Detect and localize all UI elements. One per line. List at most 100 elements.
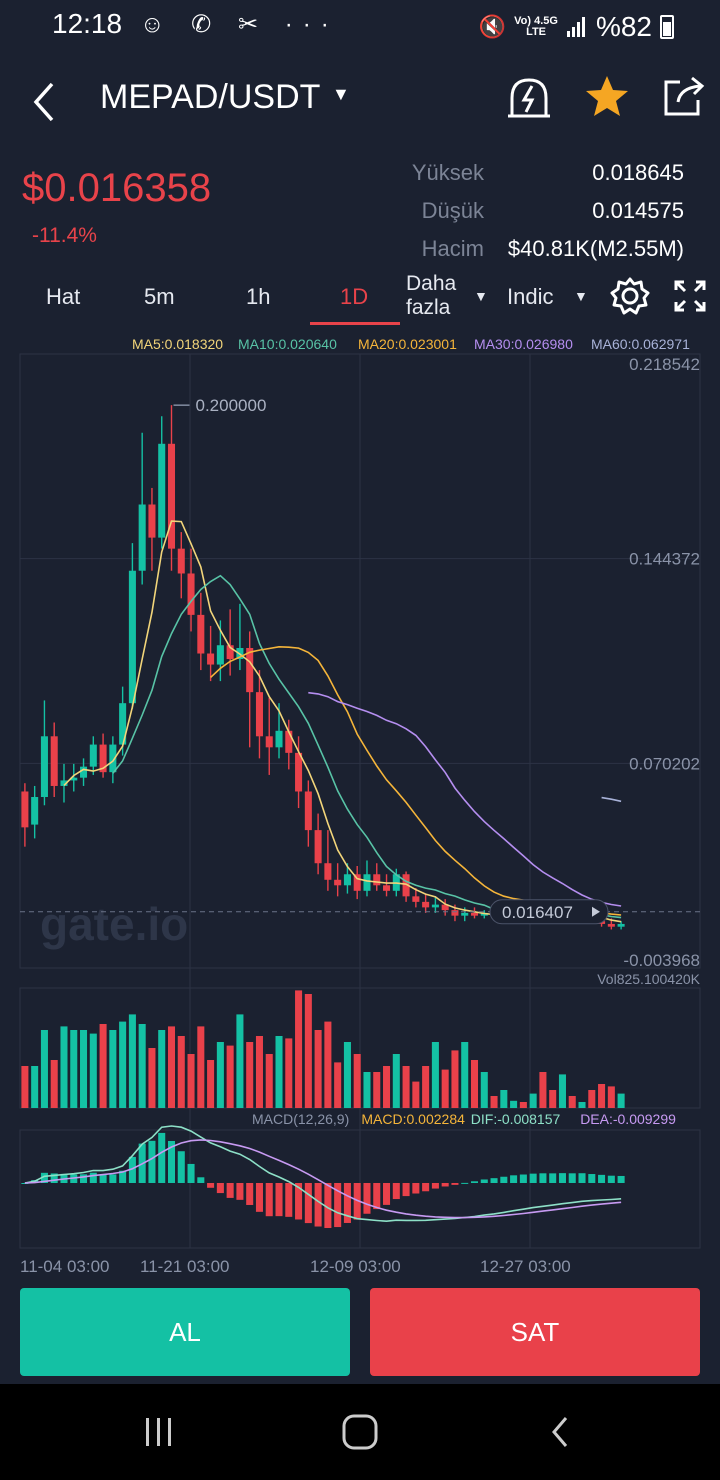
buy-button[interactable]: AL [20, 1288, 350, 1376]
macd-histogram-bar [275, 1183, 283, 1217]
macd-histogram-bar [451, 1183, 459, 1185]
recent-apps-icon[interactable] [134, 1412, 184, 1452]
system-nav-bar [0, 1384, 720, 1480]
candle-body [373, 874, 381, 886]
volume-bar [607, 1086, 615, 1108]
ma-legend-ma60: MA60:0.062971 [591, 336, 690, 352]
volume-bar [89, 1033, 97, 1108]
gateio-watermark: gate.io [40, 898, 188, 950]
volume-bar [50, 1060, 58, 1108]
candle-body [99, 744, 107, 773]
volume-bar [558, 1074, 566, 1108]
volume-bar [578, 1102, 586, 1108]
volume-bar [461, 1042, 469, 1108]
share-icon[interactable] [658, 72, 708, 122]
fullscreen-icon[interactable] [672, 278, 708, 314]
current-price-tag [489, 899, 609, 925]
macd-histogram-bar [617, 1175, 625, 1183]
volume-bar [431, 1042, 439, 1108]
volume-bar [295, 990, 303, 1108]
candle-body [128, 570, 136, 704]
sell-button[interactable]: SAT [370, 1288, 700, 1376]
candle-body [148, 504, 156, 538]
macd-histogram-bar [558, 1173, 566, 1183]
candle-body [304, 791, 312, 831]
candle-body [167, 443, 176, 549]
pair-title[interactable]: MEPAD/USDT [100, 78, 321, 116]
macd-histogram-bar [490, 1178, 498, 1183]
candle-body [70, 777, 78, 781]
tab-1h[interactable]: 1h [246, 284, 271, 309]
y-axis-tick-label: 0.070202 [629, 754, 700, 773]
candle-body [363, 874, 371, 891]
low-value: 0.014575 [592, 198, 684, 223]
candle-body [431, 904, 439, 908]
volume-legend: Vol825.100420K [597, 971, 700, 987]
volume-bar [412, 1081, 420, 1108]
candle-body [402, 874, 410, 897]
candle-body [207, 653, 215, 665]
volume-value: $40.81K(M2.55M) [507, 236, 684, 261]
volume-bar [343, 1042, 351, 1108]
more-timeframes[interactable]: Daha fazla [406, 272, 456, 320]
candle-body [275, 730, 283, 748]
more-dropdown-icon[interactable]: ▼ [474, 288, 488, 304]
max-price-marker: 0.200000 [196, 396, 267, 415]
macd-histogram-bar [363, 1183, 371, 1214]
current-price-label: 0.016407 [502, 903, 573, 922]
volume-bar [21, 1066, 29, 1108]
status-right: 🔇 Vo) 4.5G LTE %82 [479, 11, 674, 42]
settings-gear-icon[interactable] [610, 276, 650, 316]
timeframe-tabs: Hat 5m 1h 1D Daha fazla ▼ Indic ▼ [0, 266, 720, 326]
macd-histogram-bar [598, 1174, 606, 1183]
home-icon[interactable] [335, 1412, 385, 1452]
volume-bar [128, 1014, 136, 1108]
candle-body [295, 752, 303, 792]
favorite-star-icon[interactable] [582, 72, 632, 122]
macd-histogram-bar [177, 1151, 185, 1183]
macd-histogram-bar [197, 1177, 205, 1183]
tab-1d[interactable]: 1D [340, 284, 369, 309]
battery-percent: %82 [595, 11, 652, 42]
back-icon[interactable] [26, 68, 66, 128]
price-alert-icon[interactable] [504, 72, 554, 122]
volume-bar [568, 1096, 576, 1108]
volume-bar [500, 1090, 508, 1108]
volume-bar [216, 1042, 224, 1108]
back-nav-icon[interactable] [536, 1412, 586, 1452]
tab-line[interactable]: Hat [46, 284, 81, 309]
macd-histogram-bar [539, 1173, 547, 1183]
candle-body [40, 736, 48, 798]
notification-icons: ☺ ✆ ✂ ··· [140, 11, 339, 38]
candle-body [461, 912, 469, 916]
candle-body [216, 645, 224, 665]
pair-dropdown-icon[interactable]: ▼ [332, 84, 350, 104]
volume-bar [246, 1042, 254, 1108]
candle-body [246, 647, 254, 693]
volume-bar [70, 1030, 78, 1108]
volume-bar [304, 994, 312, 1108]
kline-chart[interactable]: 0.218542 0.144372 0.070202 -0.003968 MA5:0.0… [0, 330, 720, 1280]
candle-body [60, 780, 68, 786]
volume-bar [480, 1072, 488, 1108]
volume-bar [31, 1066, 39, 1108]
tab-5m[interactable]: 5m [144, 284, 175, 309]
signal-icon [566, 17, 585, 37]
macd-histogram-bar [304, 1183, 312, 1224]
volume-bar [119, 1021, 127, 1108]
macd-histogram-bar [422, 1183, 430, 1192]
candle-body [383, 885, 391, 891]
indicators-dropdown-icon[interactable]: ▼ [574, 288, 588, 304]
candle-body [334, 879, 342, 886]
ma30-line [308, 691, 622, 907]
candle-body [80, 766, 88, 778]
volume-bar [314, 1030, 322, 1108]
candle-body [441, 904, 449, 911]
indicators-menu[interactable]: Indic [507, 284, 554, 309]
network-top: Vo) 4.5G [514, 15, 558, 27]
macd-histogram-bar [80, 1174, 88, 1183]
macd-histogram-bar [441, 1183, 449, 1187]
active-tab-indicator [310, 322, 400, 325]
volume-bar [40, 1030, 48, 1108]
macd-histogram-bar [510, 1175, 518, 1183]
